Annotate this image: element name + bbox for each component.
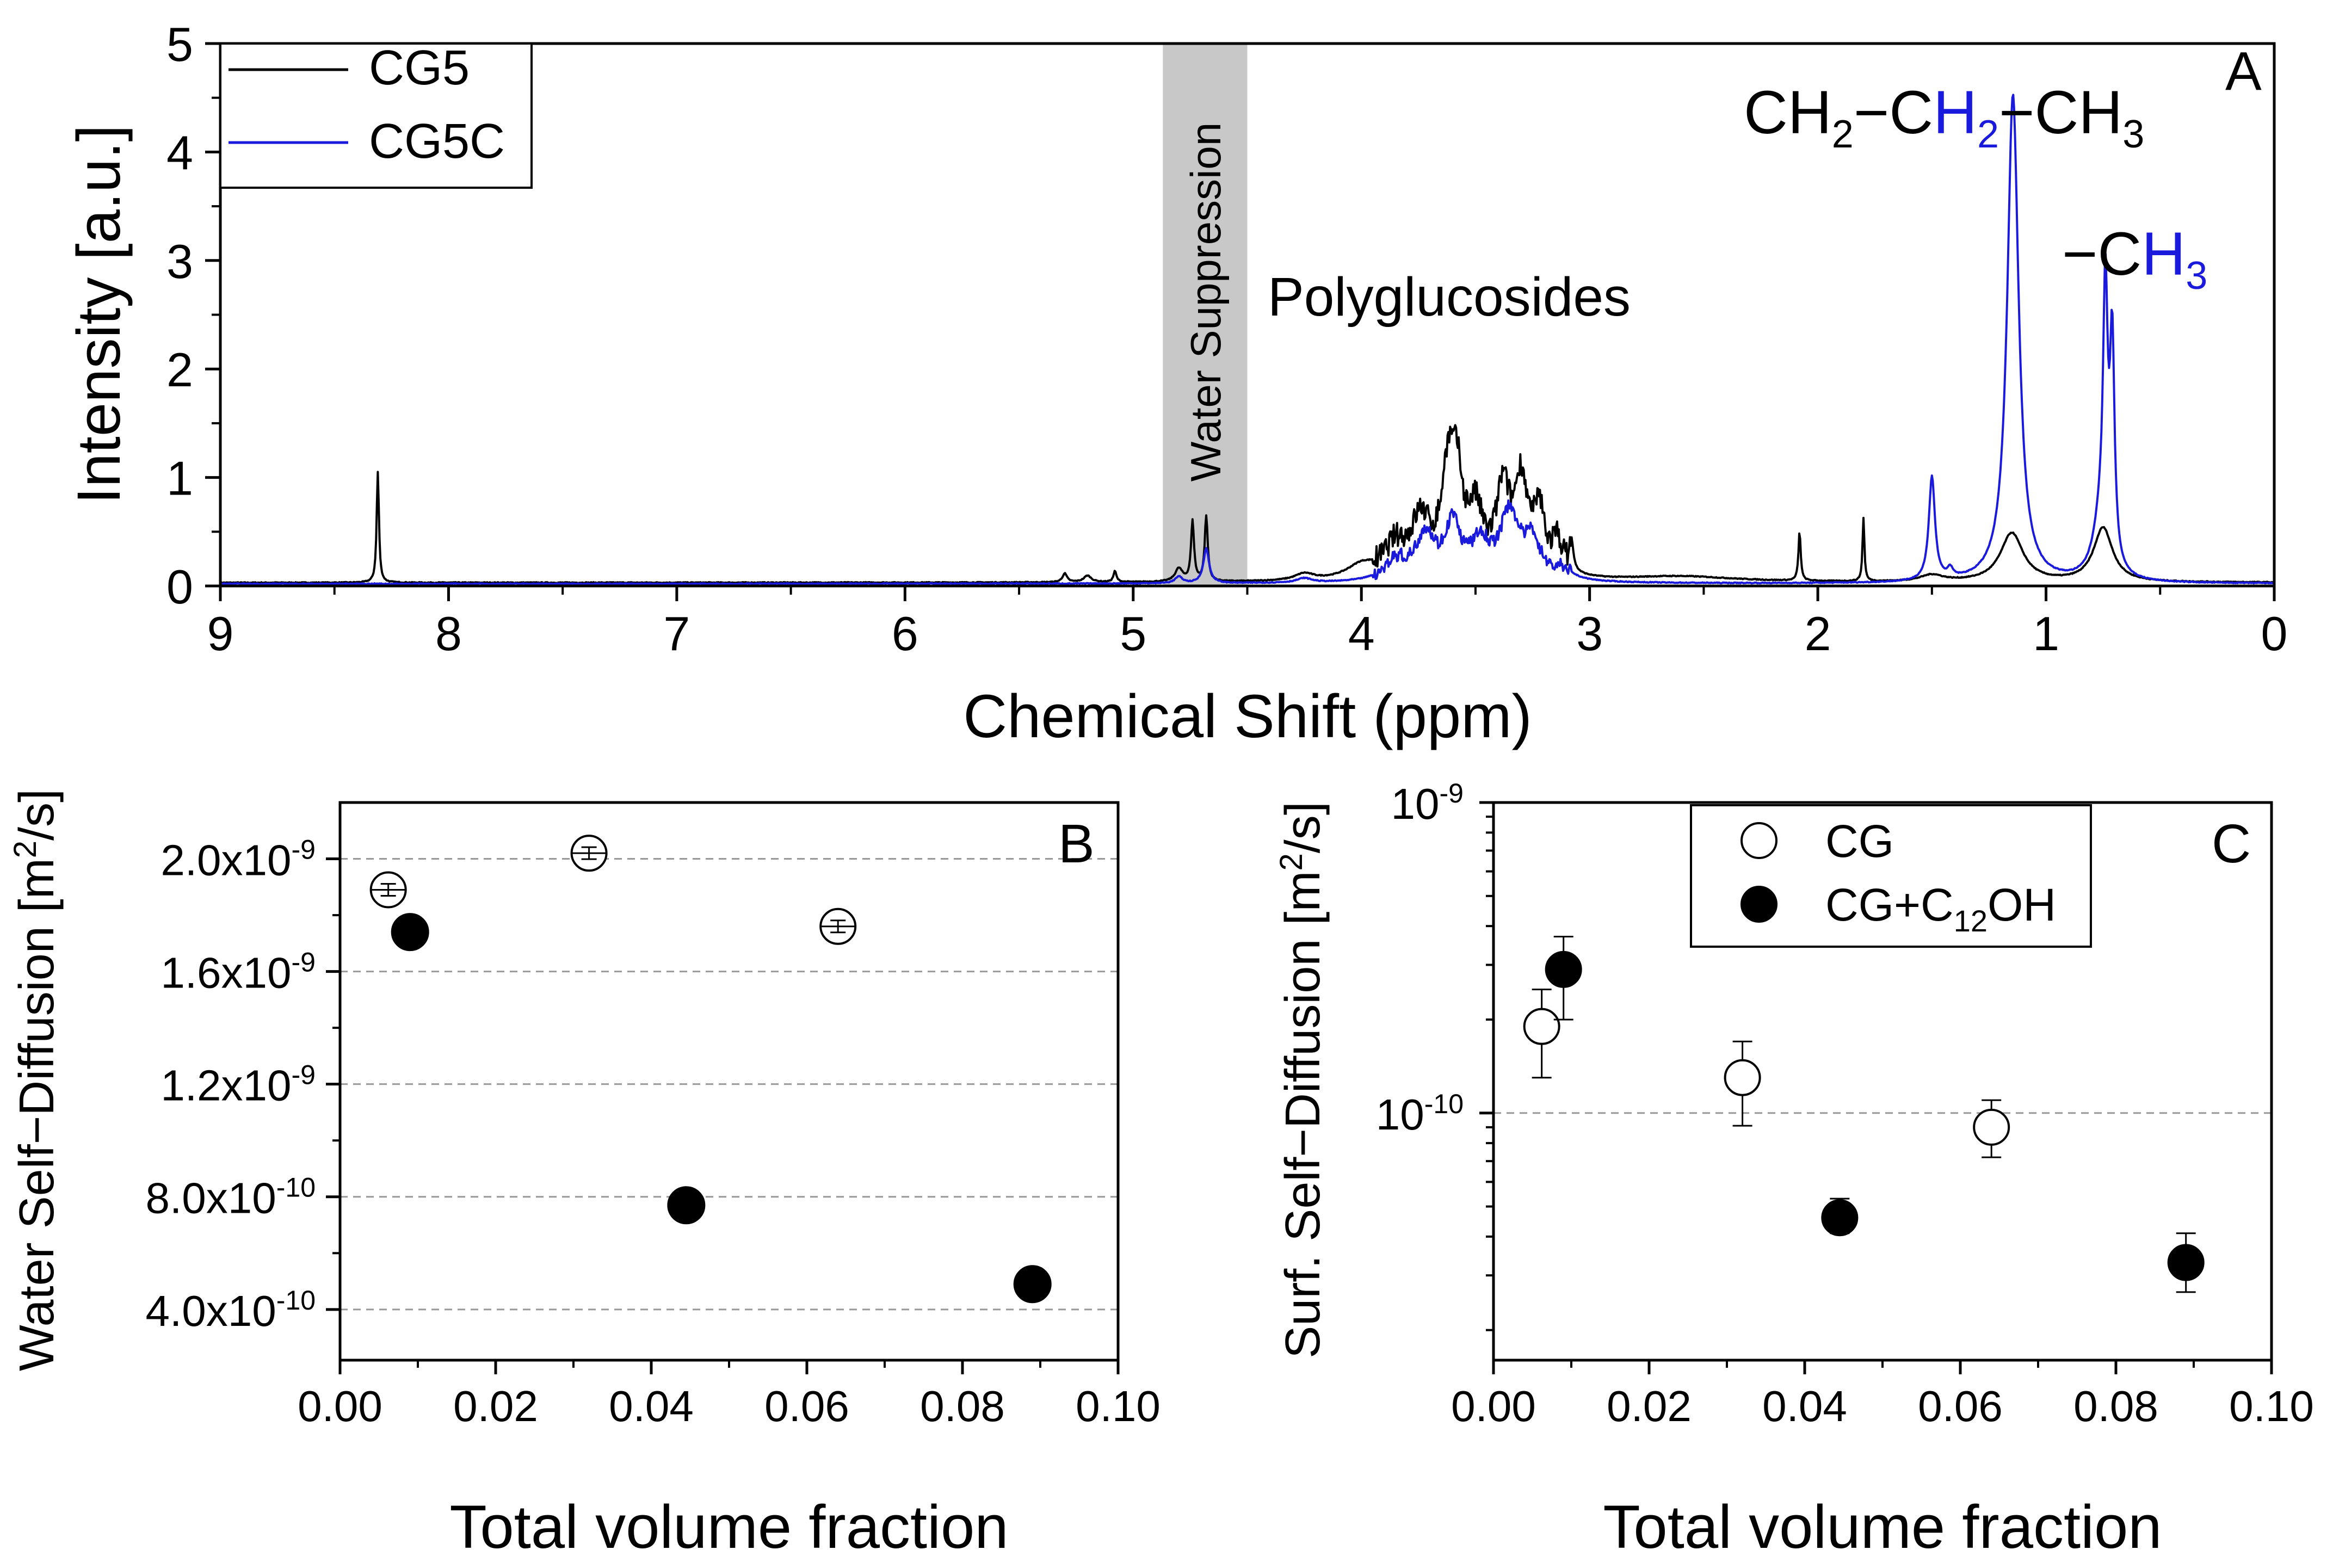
x-tick-label: 7: [663, 607, 690, 660]
y-tick-label: 2: [166, 343, 193, 397]
x-tick-label: 6: [892, 607, 918, 660]
water-suppression-region: [1163, 44, 1248, 586]
y-tick-label: 1.2x10-9: [161, 1060, 316, 1110]
x-tick-label: 0.00: [1451, 1382, 1536, 1430]
y-tick-label: 10-10: [1376, 1089, 1464, 1139]
y-tick-label: 1: [166, 452, 193, 505]
chain-annotation: CH2−CH2−CH3: [1744, 78, 2144, 156]
panel-a-xlabel: Chemical Shift (ppm): [963, 682, 1532, 750]
panel-c-xlabel: Total volume fraction: [1603, 1493, 2162, 1561]
x-tick-label: 4: [1348, 607, 1375, 660]
data-point-cg-c12oh: [1821, 1199, 1859, 1237]
panel-b-points: [369, 835, 1052, 1304]
x-tick-label: 0.10: [2229, 1382, 2314, 1430]
panel-a-ticks: 9 8 7 6 5 4 3 2 1 0 0 1 2 3 4 5: [166, 17, 2287, 660]
x-tick-label: 0.02: [1607, 1382, 1692, 1430]
panel-b-xlabel: Total volume fraction: [449, 1493, 1008, 1561]
x-tick-label: 0.02: [453, 1382, 538, 1430]
panel-a-label: A: [2225, 41, 2262, 102]
x-tick-label: 8: [435, 607, 462, 660]
x-tick-label: 0.06: [1918, 1382, 2003, 1430]
methyl-annotation: −CH3: [2062, 220, 2207, 298]
x-tick-label: 1: [2033, 607, 2059, 660]
data-point-cg-c12oh: [391, 913, 429, 952]
x-tick-label: 9: [207, 607, 234, 660]
spectrum-lines: [219, 94, 2275, 585]
spectrum-line-cg5c: [220, 94, 2275, 585]
data-point-cg: [1523, 1008, 1560, 1045]
y-tick-label: 4.0x10-10: [146, 1285, 316, 1335]
legend-cg-label: CG: [1825, 816, 1894, 867]
panel-b-gridlines: [340, 858, 1118, 1311]
data-point-cg: [1724, 1059, 1761, 1096]
y-tick-label: 2.0x10-9: [161, 835, 316, 885]
panel-c-points: [1523, 935, 2205, 1293]
y-tick-label: 1.6x10-9: [161, 947, 316, 997]
legend-cg5-label: CG5: [369, 41, 470, 95]
x-tick-label: 0.06: [764, 1382, 849, 1430]
data-point-cg-c12oh: [667, 1186, 706, 1225]
water-suppression-label: Water Suppression: [1182, 122, 1230, 481]
panel-b-water-diffusion: 4.0x10-10 8.0x10-10 1.2x10-9 1.6x10-9 2.0x10…: [8, 789, 1161, 1561]
y-tick-label: 4: [166, 126, 193, 180]
data-point-cg-c12oh: [1013, 1265, 1052, 1304]
x-tick-label: 0.08: [2073, 1382, 2158, 1430]
panel-b-frame: [338, 801, 1120, 1362]
panel-a-legend: CG5 CG5C: [219, 41, 533, 189]
panel-b-ylabel: Water Self−Diffusion [m2/s]: [8, 789, 64, 1371]
x-tick-label: 0.00: [298, 1382, 382, 1430]
panel-a-ylabel: Intensity [a.u.]: [65, 125, 133, 504]
polyglucosides-label: Polyglucosides: [1268, 267, 1631, 328]
x-tick-label: 0: [2261, 607, 2288, 660]
y-tick-label: 8.0x10-10: [146, 1172, 316, 1223]
panel-c-legend: CG CG+C12OH: [1690, 804, 2092, 948]
panel-b-ticks: 4.0x10-10 8.0x10-10 1.2x10-9 1.6x10-9 2.0x10…: [146, 835, 1161, 1430]
x-tick-label: 2: [1805, 607, 1831, 660]
x-tick-label: 5: [1120, 607, 1146, 660]
y-tick-label: 0: [166, 560, 193, 614]
legend-cgc-label: CG+C12OH: [1825, 879, 2056, 938]
data-point-cg: [1973, 1108, 2010, 1146]
y-tick-label: 10-9: [1391, 778, 1464, 828]
x-tick-label: 3: [1576, 607, 1603, 660]
panel-b-label: B: [1058, 813, 1095, 874]
legend-cg-marker: [1741, 822, 1777, 859]
x-tick-label: 0.10: [1076, 1382, 1161, 1430]
y-tick-label: 5: [166, 17, 193, 71]
panel-c-ylabel: Surf. Self−Diffusion [m2/s]: [1274, 801, 1330, 1359]
x-tick-label: 0.04: [1762, 1382, 1847, 1430]
x-tick-label: 0.08: [920, 1382, 1005, 1430]
panel-a-spectrum: Water Suppression 9 8 7 6 5 4 3 2 1 0 0 1 2 3 4 5 CG5 C…: [65, 17, 2287, 750]
panel-c-surfactant-diffusion: 10-10 10-9 0.00 0.02 0.04 0.06 0.08 0.10 CG CG+…: [1274, 778, 2314, 1561]
legend-cgc-marker: [1741, 886, 1777, 923]
data-point-cg-c12oh: [2167, 1244, 2205, 1281]
data-point-cg-c12oh: [1545, 950, 1582, 988]
x-tick-label: 0.04: [609, 1382, 694, 1430]
panel-c-ticks: 10-10 10-9 0.00 0.02 0.04 0.06 0.08 0.10: [1376, 778, 2314, 1430]
y-tick-label: 3: [166, 234, 193, 288]
panel-c-label: C: [2212, 813, 2251, 874]
legend-cg5c-label: CG5C: [369, 114, 505, 169]
